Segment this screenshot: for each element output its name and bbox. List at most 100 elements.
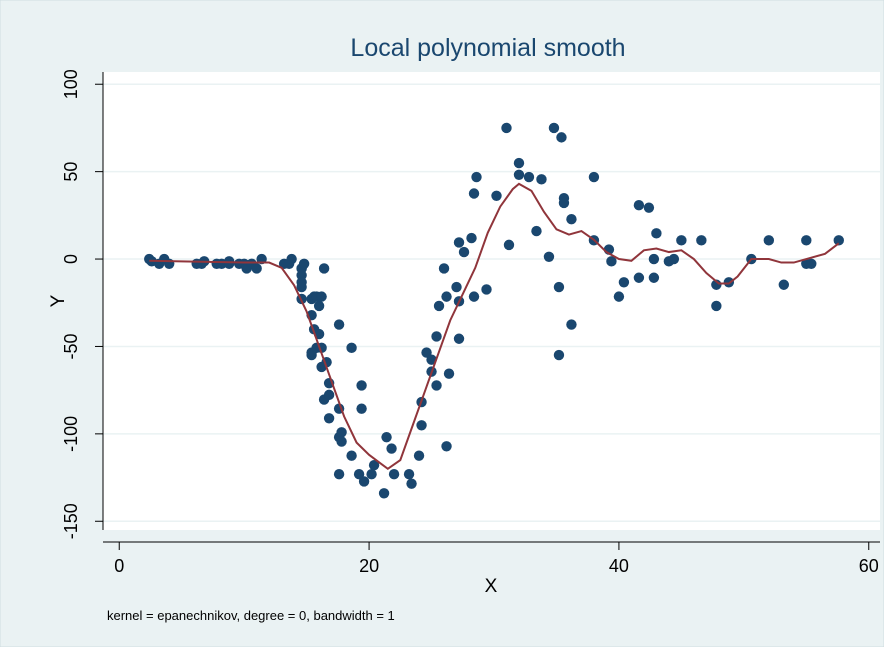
point (806, 258, 817, 269)
point (443, 368, 455, 379)
point (556, 132, 567, 143)
point (643, 202, 655, 213)
y-tick-label: -50 (61, 333, 81, 359)
point (313, 300, 325, 312)
point (633, 200, 645, 211)
y-tick-label: 50 (61, 162, 81, 182)
point (413, 450, 425, 461)
smooth-line (149, 182, 840, 471)
point (651, 228, 662, 239)
point (453, 237, 465, 248)
point (491, 190, 502, 201)
point (558, 197, 570, 209)
point (451, 281, 462, 293)
y-tick-label: 0 (61, 254, 81, 264)
point (346, 450, 357, 461)
point (336, 427, 347, 438)
point (323, 389, 335, 401)
point (433, 300, 445, 312)
note: kernel = epanechnikov, degree = 0, bandw… (107, 608, 395, 623)
point (323, 413, 335, 424)
point (296, 270, 307, 281)
point (471, 171, 482, 183)
point (441, 441, 452, 452)
point (513, 169, 525, 180)
y-axis-label: Y (48, 294, 69, 307)
point (251, 263, 262, 274)
point (801, 235, 812, 246)
point (416, 420, 427, 431)
x-tick-label: 60 (859, 556, 879, 576)
point (648, 272, 660, 283)
point (318, 263, 330, 274)
point (356, 380, 367, 391)
point (286, 253, 297, 265)
point (458, 246, 470, 258)
point (668, 253, 680, 265)
point (763, 235, 775, 246)
point (833, 235, 844, 246)
point (346, 342, 357, 354)
x-tick-label: 20 (359, 556, 379, 576)
point (711, 279, 722, 290)
point (778, 279, 790, 290)
point (531, 225, 542, 237)
point (356, 403, 367, 414)
y-tick-label: -100 (61, 416, 81, 452)
point (588, 171, 600, 183)
point (386, 443, 397, 454)
point (406, 478, 417, 489)
point (676, 235, 687, 246)
point (378, 488, 390, 499)
point (381, 431, 392, 443)
point (368, 459, 380, 471)
y-tick-label: -150 (61, 503, 81, 539)
point (298, 258, 310, 269)
point (553, 349, 565, 361)
point (536, 174, 547, 185)
point (543, 251, 555, 262)
point (358, 476, 370, 487)
point (696, 235, 707, 246)
point (523, 171, 535, 183)
point (468, 291, 480, 302)
point (466, 232, 477, 244)
point (481, 284, 492, 295)
point (426, 354, 437, 365)
point (403, 469, 415, 480)
point (566, 319, 577, 330)
point (333, 319, 345, 330)
point (566, 213, 577, 225)
point (548, 122, 560, 134)
point (553, 281, 565, 293)
point (503, 239, 515, 251)
point (648, 253, 660, 265)
point (441, 291, 452, 302)
point (513, 157, 525, 169)
point (438, 263, 450, 274)
point (468, 188, 480, 199)
point (333, 469, 345, 480)
point (606, 256, 617, 267)
point (453, 333, 465, 344)
x-axis-label: X (485, 576, 498, 597)
point (296, 281, 307, 293)
point (431, 331, 442, 342)
plot-area (103, 72, 880, 530)
x-tick-label: 40 (609, 556, 629, 576)
point (711, 300, 722, 312)
point (633, 272, 645, 283)
point (613, 291, 625, 302)
point (388, 469, 400, 480)
point (366, 469, 377, 480)
chart-title: Local polynomial smooth (350, 34, 625, 62)
x-tick-label: 0 (114, 556, 124, 576)
y-tick-label: 100 (61, 69, 81, 99)
point (316, 291, 327, 302)
point (501, 122, 512, 134)
point (431, 380, 442, 391)
point (336, 436, 347, 447)
point (223, 258, 235, 269)
point (618, 277, 630, 288)
